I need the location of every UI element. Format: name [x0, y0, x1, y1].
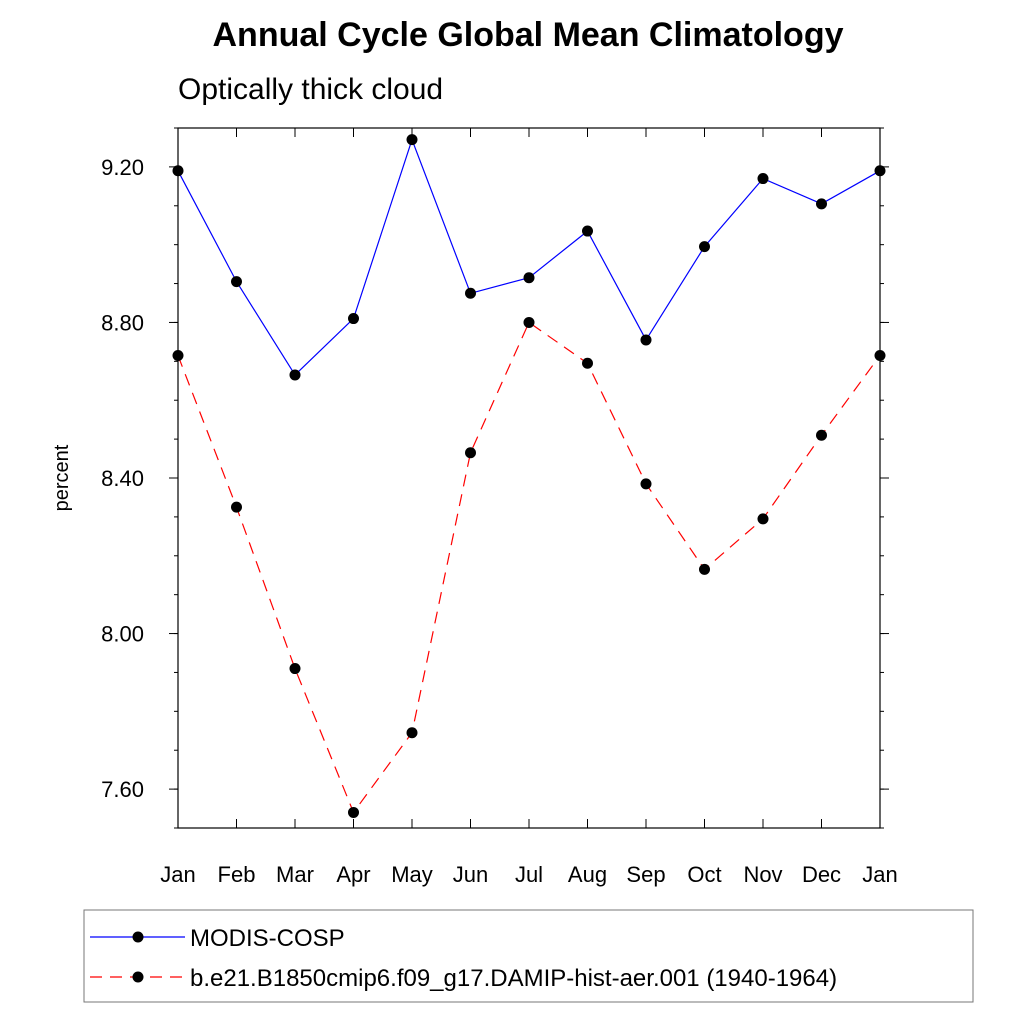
data-point-0: [465, 287, 476, 299]
series-line-0: [177, 137, 881, 376]
chart-title: Annual Cycle Global Mean Climatology: [213, 16, 844, 54]
data-point-1: [874, 350, 886, 361]
data-point-1: [172, 350, 184, 361]
legend-marker-modis: [132, 931, 144, 943]
legend-box: [83, 909, 974, 1003]
x-tick-label: Aug: [568, 862, 607, 887]
legend-marker-model: [132, 971, 144, 983]
legend-label-model: b.e21.B1850cmip6.f09_g17.DAMIP-hist-aer.…: [190, 965, 837, 992]
x-tick-label: Jan: [862, 862, 897, 887]
x-tick-label: Jul: [515, 862, 543, 887]
data-point-0: [582, 225, 593, 237]
data-point-0: [231, 276, 242, 288]
x-tick-label: Feb: [218, 862, 256, 887]
data-point-0: [699, 241, 710, 253]
data-point-0: [172, 165, 184, 177]
data-point-1: [348, 806, 359, 818]
data-point-1: [523, 316, 535, 328]
data-point-1: [699, 563, 710, 575]
series-line-1: [177, 321, 881, 814]
y-tick-label: 8.40: [101, 466, 144, 491]
x-tick-label: May: [391, 862, 433, 887]
x-tick-label: Dec: [802, 862, 841, 887]
data-point-0: [874, 165, 886, 177]
plot-frame: [177, 127, 881, 829]
y-axis-label: percent: [51, 444, 73, 511]
data-point-0: [406, 134, 418, 146]
data-point-0: [289, 369, 301, 381]
data-point-0: [640, 334, 652, 346]
x-tick-label: Oct: [687, 862, 721, 887]
x-tick-label: Nov: [743, 862, 782, 887]
data-point-1: [816, 429, 827, 441]
legend-label-modis: MODIS-COSP: [190, 925, 345, 952]
data-point-1: [231, 501, 242, 513]
y-tick-label: 7.60: [101, 777, 144, 802]
data-point-1: [465, 447, 476, 459]
data-point-1: [582, 357, 593, 369]
x-tick-label: Mar: [276, 862, 314, 887]
y-tick-label: 8.80: [101, 310, 144, 335]
x-tick-label: Jun: [453, 862, 488, 887]
chart-subtitle: Optically thick cloud: [178, 73, 443, 106]
y-tick-label: 9.20: [101, 155, 144, 180]
x-tick-label: Sep: [626, 862, 665, 887]
data-point-1: [640, 478, 652, 490]
y-tick-label: 8.00: [101, 622, 144, 647]
series-layer: [172, 134, 886, 818]
data-point-1: [406, 727, 418, 739]
data-point-0: [757, 173, 769, 185]
axis-ticks: Jan Feb Mar Apr May Jun Jul Aug Sep Oct Nov Dec Jan 7…: [101, 127, 898, 887]
data-point-0: [816, 198, 827, 210]
data-point-1: [289, 663, 301, 675]
data-point-0: [523, 272, 535, 284]
x-tick-label: Apr: [336, 862, 370, 887]
data-point-0: [348, 313, 359, 325]
x-tick-label: Jan: [160, 862, 195, 887]
data-point-1: [757, 513, 769, 525]
